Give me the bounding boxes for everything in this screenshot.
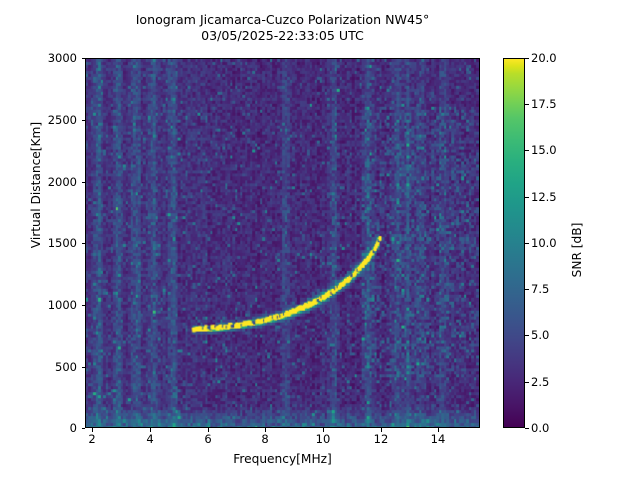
x-tick-mark <box>150 428 152 432</box>
colorbar-tick-mark <box>525 197 529 199</box>
x-tick-mark <box>323 428 325 432</box>
colorbar-tick-mark <box>525 428 529 430</box>
x-tick-mark <box>208 428 210 432</box>
chart-title: Ionogram Jicamarca-Cuzco Polarization NW… <box>135 12 430 43</box>
y-tick-label: 0 <box>69 421 77 435</box>
colorbar-tick-label: 0.0 <box>531 421 550 435</box>
x-tick-label: 2 <box>88 432 96 446</box>
colorbar-tick-label: 10.0 <box>531 236 557 250</box>
y-tick-mark <box>81 58 85 60</box>
y-tick-mark <box>81 367 85 369</box>
colorbar-tick-mark <box>525 58 529 60</box>
colorbar-tick-label: 12.5 <box>531 190 557 204</box>
y-tick-label: 500 <box>55 360 77 374</box>
y-tick-label: 1500 <box>47 236 77 250</box>
y-tick-mark <box>81 120 85 122</box>
colorbar-tick-label: 5.0 <box>531 328 550 342</box>
y-tick-mark <box>81 182 85 184</box>
colorbar-tick-mark <box>525 150 529 152</box>
x-tick-mark <box>92 428 94 432</box>
y-tick-mark <box>81 305 85 307</box>
y-tick-mark <box>81 428 85 430</box>
colorbar-tick-mark <box>525 104 529 106</box>
y-tick-label: 2000 <box>47 175 77 189</box>
colorbar-tick-mark <box>525 243 529 245</box>
colorbar-tick-mark <box>525 289 529 291</box>
y-tick-label: 3000 <box>47 51 77 65</box>
y-tick-mark <box>81 243 85 245</box>
x-tick-mark <box>265 428 267 432</box>
colorbar-tick-label: 17.5 <box>531 97 557 111</box>
x-tick-mark <box>438 428 440 432</box>
colorbar-label: SNR [dB] <box>570 222 584 278</box>
colorbar-tick-label: 15.0 <box>531 143 557 157</box>
x-tick-label: 10 <box>315 432 331 446</box>
x-tick-label: 4 <box>146 432 154 446</box>
x-tick-label: 8 <box>261 432 269 446</box>
ionogram-heatmap <box>86 59 479 427</box>
x-tick-label: 12 <box>373 432 389 446</box>
colorbar-tick-label: 2.5 <box>531 375 550 389</box>
ionogram-plot-area <box>85 58 480 428</box>
x-axis-label: Frequency[MHz] <box>233 452 332 466</box>
y-tick-label: 1000 <box>47 298 77 312</box>
colorbar-tick-mark <box>525 382 529 384</box>
colorbar-tick-label: 20.0 <box>531 51 557 65</box>
y-tick-label: 2500 <box>47 113 77 127</box>
x-tick-mark <box>381 428 383 432</box>
x-tick-label: 6 <box>204 432 212 446</box>
colorbar-tick-mark <box>525 335 529 337</box>
x-tick-label: 14 <box>430 432 446 446</box>
colorbar-tick-label: 7.5 <box>531 282 550 296</box>
colorbar <box>503 58 525 428</box>
